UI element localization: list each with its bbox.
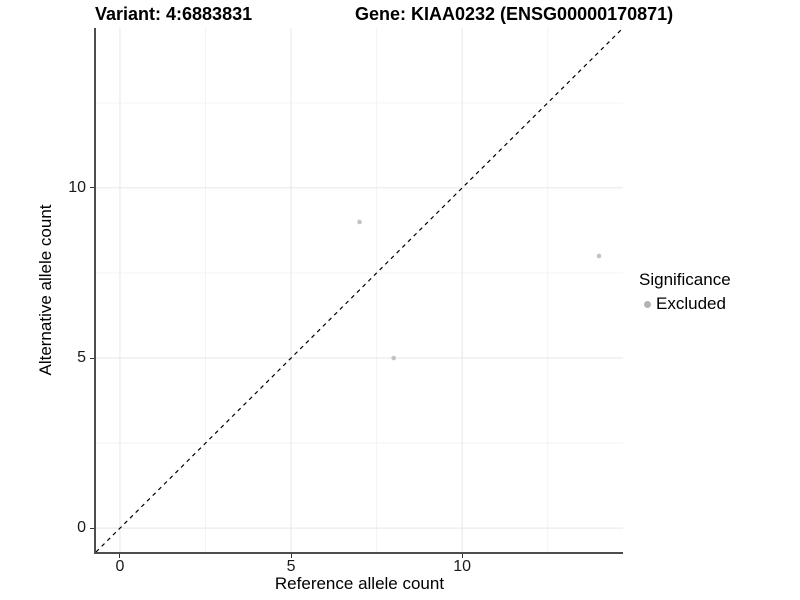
y-axis-tick-label: 5 [77, 349, 86, 367]
x-axis-tick-mark [290, 554, 292, 558]
x-axis-tick-mark [461, 554, 463, 558]
x-axis-tick-mark [119, 554, 121, 558]
y-axis-tick-label: 10 [68, 178, 86, 196]
plot-panel [94, 28, 623, 554]
identity-reference-line [96, 28, 623, 552]
data-point [596, 253, 602, 259]
x-axis-tick-label: 5 [286, 558, 296, 575]
data-point [391, 355, 397, 361]
legend-title: Significance [639, 270, 731, 289]
legend-point-icon [644, 300, 651, 308]
y-axis-tick-label: 0 [77, 519, 86, 537]
data-point [357, 219, 362, 225]
legend: Significance Excluded [639, 270, 731, 314]
plot-title-gene: Gene: KIAA0232 (ENSG00000170871) [355, 4, 674, 24]
plot-title-variant: Variant: 4:6883831 [95, 4, 253, 24]
plot-canvas [96, 28, 623, 552]
y-axis-tick-mark [90, 527, 94, 529]
y-axis-tick-mark [90, 187, 94, 189]
x-axis-title: Reference allele count [274, 574, 445, 593]
legend-item-label: Excluded [656, 294, 726, 313]
x-axis-tick-label: 10 [453, 558, 472, 575]
x-axis-tick-label: 0 [115, 558, 125, 575]
legend-item-excluded: Excluded [639, 294, 731, 314]
y-axis-title: Alternative allele count [36, 204, 55, 376]
y-axis-tick-mark [90, 357, 94, 359]
